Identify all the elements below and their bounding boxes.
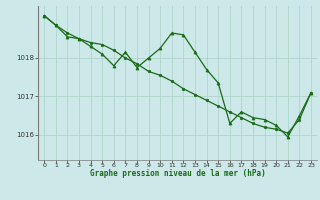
X-axis label: Graphe pression niveau de la mer (hPa): Graphe pression niveau de la mer (hPa) (90, 169, 266, 178)
